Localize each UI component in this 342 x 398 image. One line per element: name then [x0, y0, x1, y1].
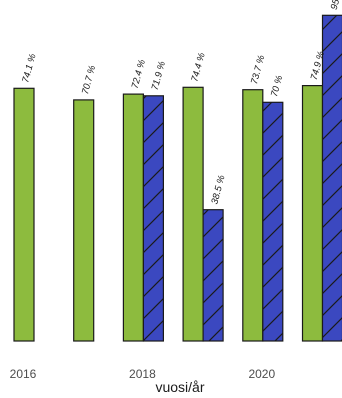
- bar-green-2020: [242, 89, 264, 342]
- bar-blue-2019: [202, 209, 224, 342]
- data-label-green-2017: 70.7 %: [80, 64, 98, 96]
- data-label-green-2019: 74.4 %: [189, 51, 207, 83]
- data-label-blue-2019: 38.5 %: [209, 174, 227, 206]
- x-tick-label-2016: 2016: [10, 367, 37, 381]
- data-label-green-2020: 73.7 %: [249, 54, 267, 86]
- bar-green-2017: [73, 99, 95, 342]
- data-label-green-2016: 74.1 %: [20, 52, 38, 84]
- x-tick-label-2018: 2018: [129, 367, 156, 381]
- data-label-blue-2021: 95.5 %: [329, 0, 342, 11]
- x-axis-title: vuosi/år: [155, 379, 204, 395]
- data-label-green-2018: 72.4 %: [130, 58, 148, 90]
- bar-green-2021: [301, 84, 324, 342]
- bar-blue-2021: [321, 14, 342, 342]
- bar-blue-2020: [262, 101, 284, 342]
- bars-layer: [13, 14, 342, 342]
- bar-green-2018: [122, 93, 145, 342]
- bar-green-2019: [182, 86, 204, 342]
- x-axis: 2016 2018 2020: [10, 367, 276, 381]
- x-tick-label-2020: 2020: [248, 367, 275, 381]
- data-label-blue-2020: 70 %: [269, 74, 285, 98]
- data-labels-layer: 74.1 % 70.7 % 72.4 % 71.9 % 74.4 % 38.5 % 73.7…: [20, 0, 342, 205]
- bar-green-2016: [13, 87, 35, 342]
- data-label-blue-2018: 71.9 %: [150, 60, 168, 92]
- bar-blue-2018: [142, 95, 164, 342]
